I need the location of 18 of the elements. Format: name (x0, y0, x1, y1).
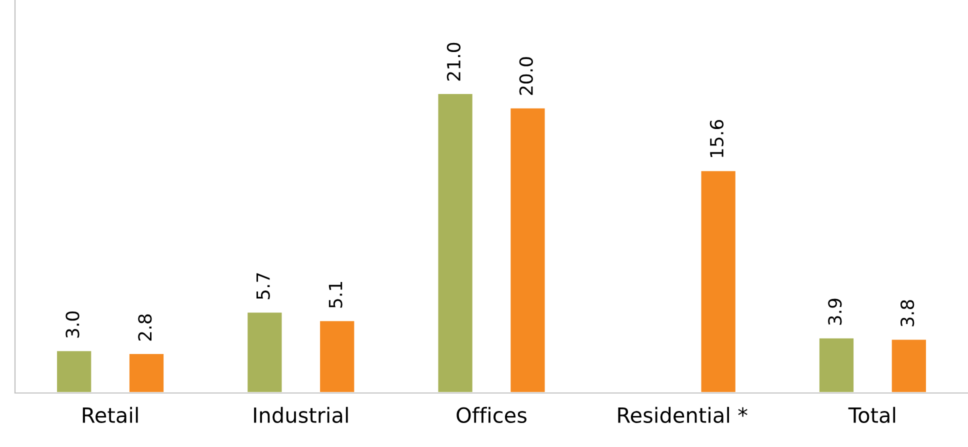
bar (699, 169, 738, 393)
x-tick-label: Residential * (618, 406, 748, 424)
data-label: 15.6 (710, 120, 724, 158)
x-tick-label: Offices (456, 406, 526, 424)
data-label: 5.1 (328, 282, 342, 308)
data-label: 20.0 (519, 57, 533, 95)
bar (817, 336, 856, 393)
x-tick-label: Industrial (254, 406, 348, 424)
x-tick-label: Total (848, 406, 896, 424)
bar (246, 310, 284, 393)
data-label: 2.8 (138, 314, 152, 341)
x-tick-label: Retail (82, 406, 138, 424)
bar (508, 106, 547, 393)
data-label: 3.9 (828, 298, 842, 325)
data-label: 3.0 (66, 312, 80, 338)
data-label: 21.0 (446, 42, 461, 81)
data-label: 3.8 (900, 300, 914, 326)
data-label: 5.7 (256, 273, 270, 300)
